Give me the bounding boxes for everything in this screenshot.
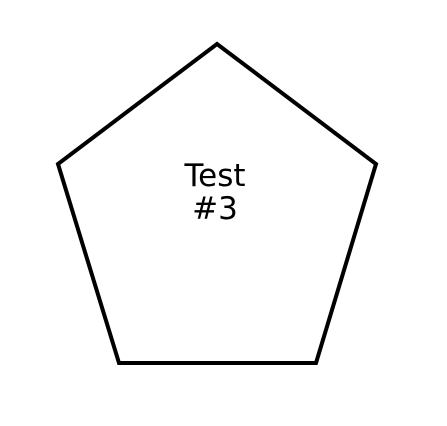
- pentagon-label: Test #3: [133, 160, 297, 226]
- pentagon-shape: [55, 41, 379, 365]
- label-line-2: #3: [192, 191, 238, 227]
- label-line-1: Test: [184, 158, 246, 194]
